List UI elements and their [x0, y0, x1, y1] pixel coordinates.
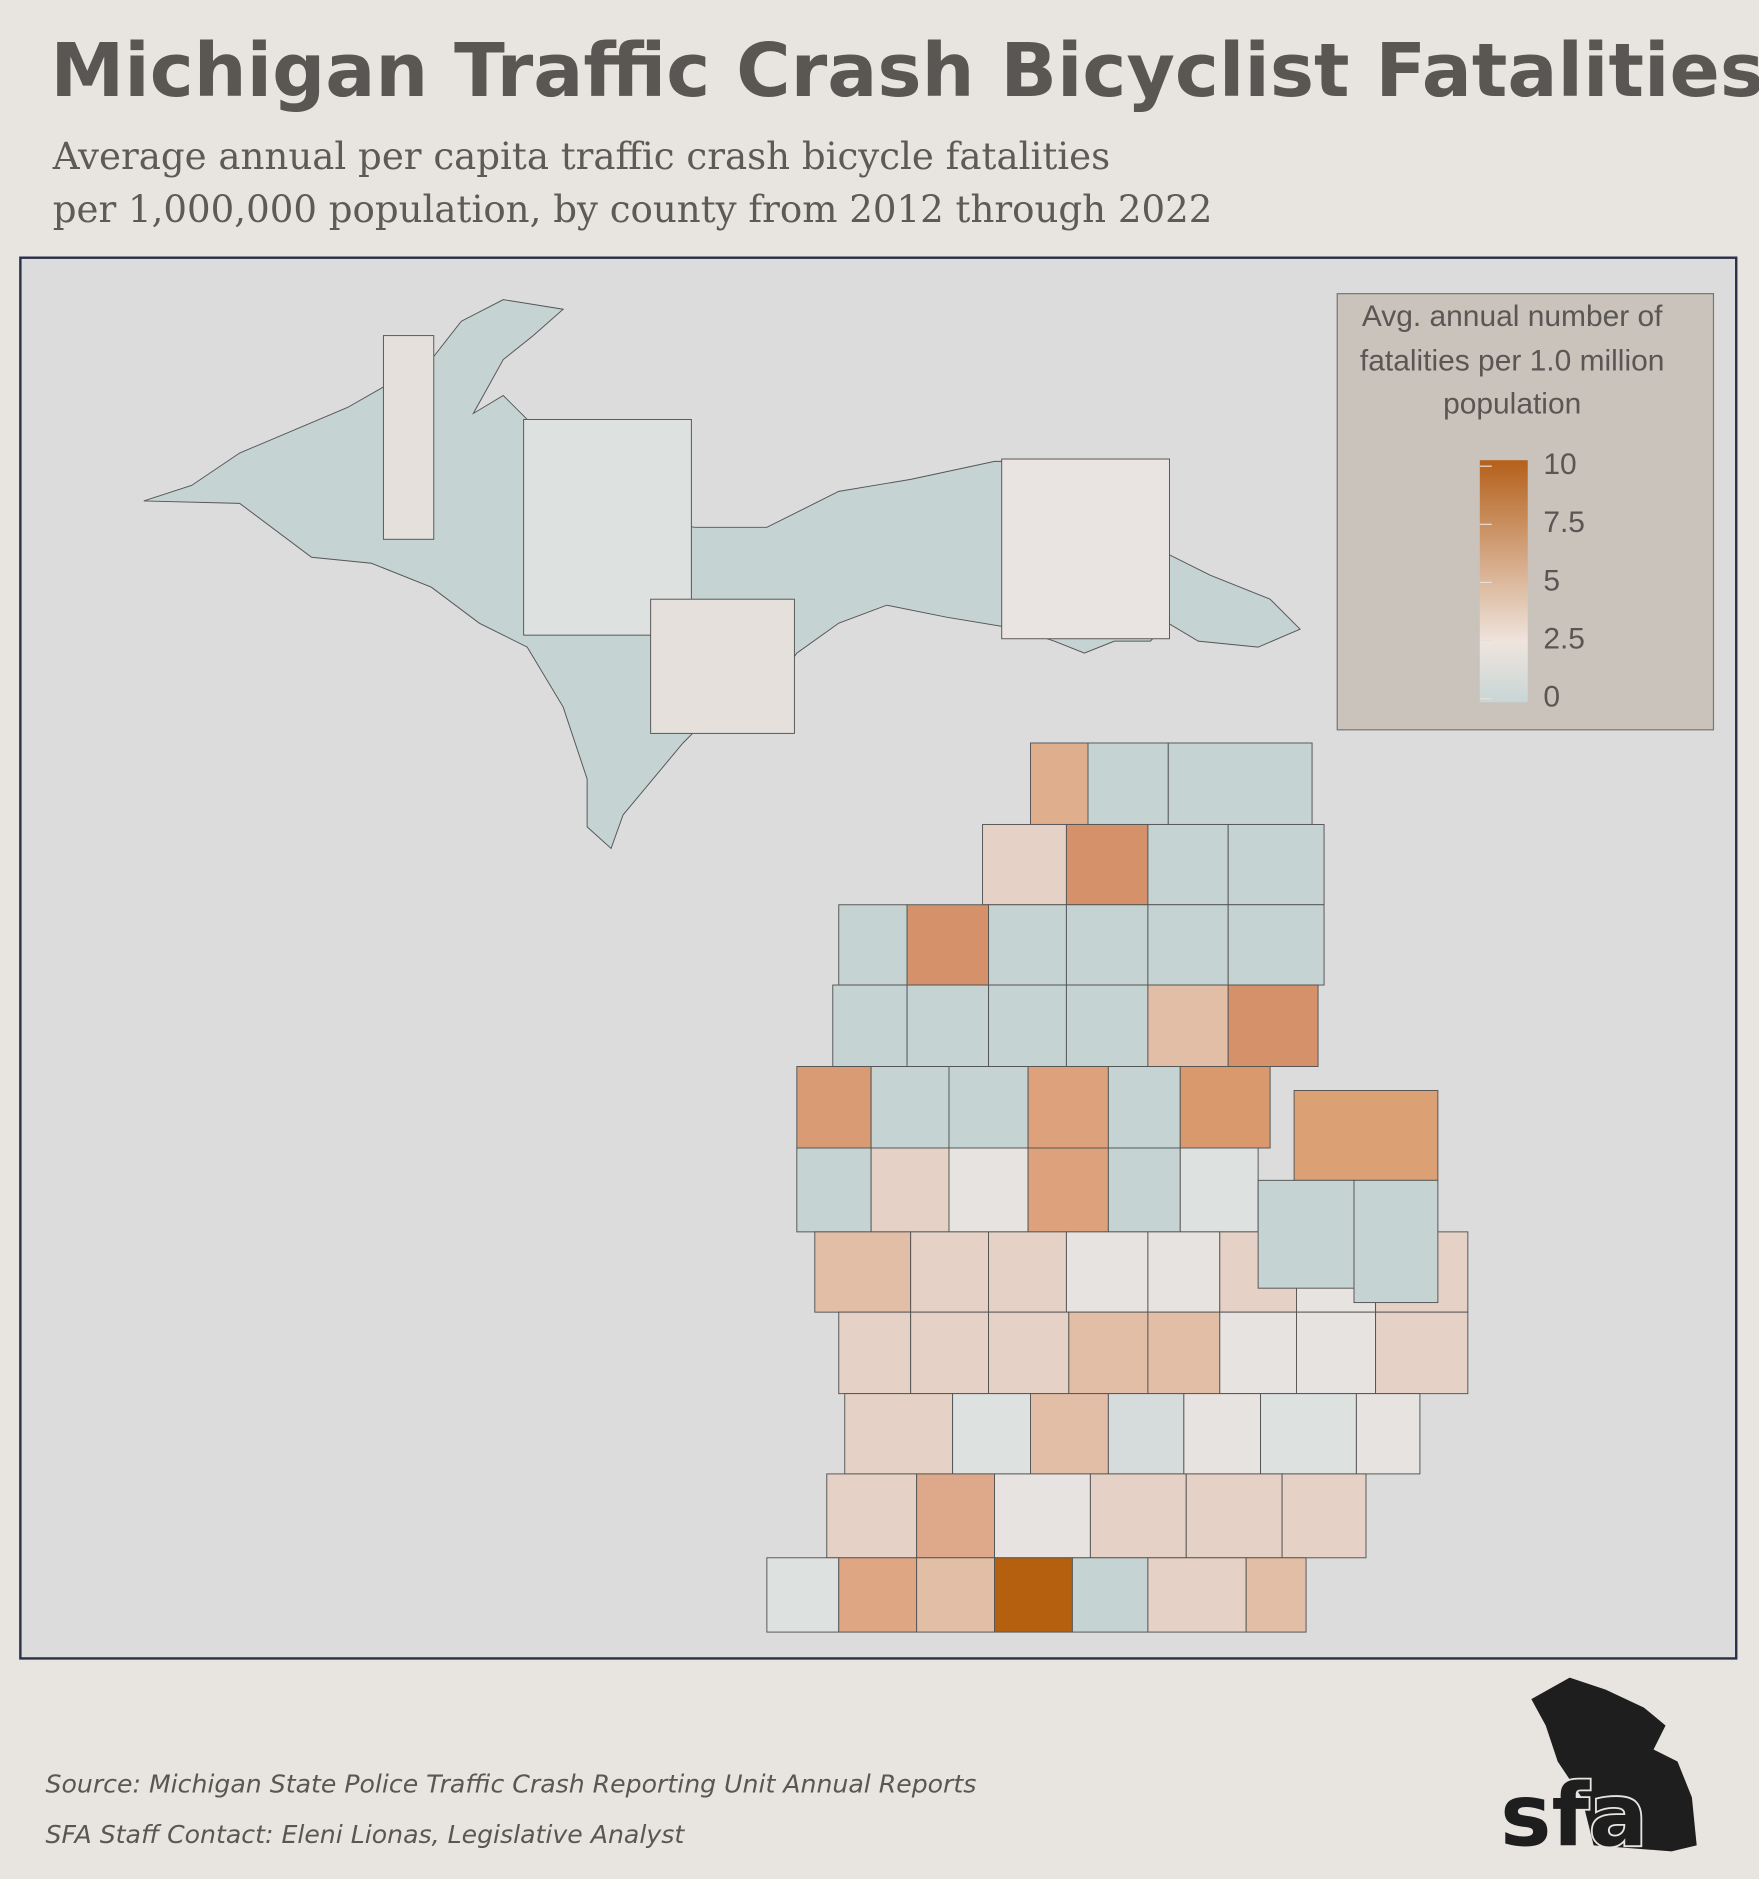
county [1065, 984, 1149, 1067]
county [838, 904, 908, 986]
county [1227, 984, 1319, 1067]
contact: SFA Staff Contact: Eleni Lionas, Legisla… [46, 1820, 686, 1849]
county [1065, 1231, 1149, 1313]
county [948, 1066, 1029, 1149]
county [382, 335, 435, 540]
logo-shape [1531, 1677, 1697, 1852]
county [1281, 1473, 1367, 1559]
county [1353, 1179, 1439, 1304]
county [1107, 1393, 1185, 1475]
county [906, 984, 990, 1067]
county [796, 1147, 872, 1233]
county [1185, 1473, 1283, 1559]
county [844, 1393, 954, 1475]
logo: sfa [1500, 1766, 1647, 1866]
county [988, 1231, 1067, 1313]
county [766, 1557, 840, 1633]
color-bar [1479, 460, 1528, 703]
county [1029, 1393, 1109, 1475]
county [870, 1147, 950, 1233]
county [988, 1311, 1070, 1395]
subtitle-line: per 1,000,000 population, by county from… [53, 188, 1213, 231]
county [994, 1557, 1073, 1633]
title: Michigan Traffic Crash Bicyclist Fatalit… [50, 27, 1759, 114]
legend-title: Avg. annual number of [1362, 300, 1663, 333]
county [826, 1473, 918, 1559]
county [1183, 1393, 1262, 1475]
county [1068, 1311, 1149, 1395]
source: Source: Michigan State Police Traffic Cr… [46, 1770, 977, 1799]
legend-ticks: 0 2.5 5 7.5 10 [1479, 448, 1585, 714]
county [1179, 1066, 1271, 1149]
county [988, 984, 1067, 1067]
tick-label: 10 [1543, 448, 1576, 481]
county [1087, 742, 1169, 825]
tick-label: 2.5 [1543, 622, 1585, 655]
county [1375, 1311, 1469, 1395]
county [910, 1311, 990, 1395]
county [1071, 1557, 1149, 1633]
county [910, 1231, 990, 1313]
county [1260, 1393, 1357, 1475]
county [832, 984, 908, 1067]
county [988, 904, 1067, 986]
county [1219, 1311, 1297, 1395]
county [982, 823, 1067, 906]
county [1245, 1557, 1307, 1633]
county [1147, 1311, 1221, 1395]
county [1065, 823, 1149, 906]
county [1089, 1473, 1187, 1559]
county [952, 1393, 1031, 1475]
tick-label: 0 [1543, 681, 1560, 714]
county [1296, 1311, 1377, 1395]
counties [143, 299, 1469, 1633]
county [1107, 1066, 1181, 1149]
county [1001, 458, 1170, 640]
county [1293, 1089, 1439, 1181]
county [1029, 742, 1089, 825]
county [1147, 1231, 1221, 1313]
legend-title: fatalities per 1.0 million [1360, 344, 1665, 377]
legend-title: population [1443, 387, 1581, 420]
county [870, 1066, 950, 1149]
county [1147, 823, 1229, 906]
county [838, 1311, 912, 1395]
county [1227, 823, 1325, 906]
tick-label: 7.5 [1543, 506, 1585, 539]
county [1179, 1147, 1259, 1233]
county [1257, 1179, 1355, 1289]
county [1167, 742, 1313, 825]
county [1227, 904, 1325, 986]
county [916, 1557, 996, 1633]
county [1027, 1147, 1109, 1233]
county [1355, 1393, 1421, 1475]
tick-label: 5 [1543, 564, 1560, 597]
county [838, 1557, 918, 1633]
county [948, 1147, 1029, 1233]
county [814, 1231, 912, 1313]
county [1107, 1147, 1181, 1233]
county [916, 1473, 996, 1559]
county [1065, 904, 1149, 986]
county [796, 1066, 872, 1149]
county [1147, 1557, 1247, 1633]
county [1147, 984, 1229, 1067]
county [906, 904, 990, 986]
county [650, 598, 795, 734]
county [1147, 904, 1229, 986]
county [994, 1473, 1091, 1559]
subtitle-line: Average annual per capita traffic crash … [52, 135, 1110, 178]
county [1027, 1066, 1109, 1149]
